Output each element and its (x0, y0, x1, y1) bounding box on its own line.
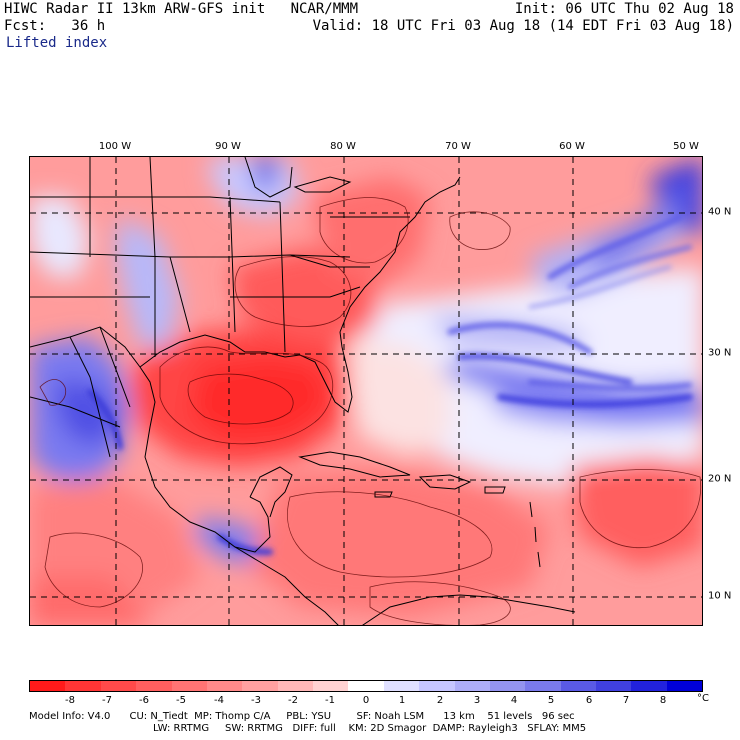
colorbar-tick: 1 (398, 695, 406, 706)
colorbar-cell (596, 681, 632, 691)
colorbar-cell (100, 681, 137, 691)
lat-label-10n: 10 N (708, 590, 732, 602)
colorbar-cell (525, 681, 561, 691)
colorbar-tick: -5 (176, 695, 186, 706)
lon-label-90w: 90 W (215, 141, 241, 152)
colorbar-tick: -7 (102, 695, 112, 706)
colorbar-tick: 2 (436, 695, 444, 706)
coastlines (30, 157, 576, 625)
colorbar-cell (171, 681, 207, 691)
lat-label-20n: 20 N (708, 473, 732, 485)
atlantic-streaks (87, 214, 693, 555)
lifted-index-map (29, 156, 703, 626)
colorbar-tick: -6 (139, 695, 149, 706)
colorbar-cell (313, 681, 349, 691)
colorbar-cell (65, 681, 101, 691)
lon-label-70w: 70 W (445, 141, 471, 152)
lon-label-60w: 60 W (559, 141, 585, 152)
field-name: Lifted index (6, 35, 108, 51)
colorbar-cell (242, 681, 278, 691)
colorbar-cell (489, 681, 526, 691)
colorbar-cell (454, 681, 490, 691)
colorbar-tick: 3 (473, 695, 481, 706)
colorbar-cell (30, 681, 66, 691)
model-info-line2: LW: RRTMG SW: RRTMG DIFF: full KM: 2D Sm… (153, 723, 587, 734)
colorbar-cell (560, 681, 596, 691)
colorbar-unit: °C (697, 693, 709, 704)
colorbar-tick: 6 (585, 695, 593, 706)
valid-time: Valid: 18 UTC Fri 03 Aug 18 (14 EDT Fri … (312, 18, 734, 34)
colorbar-tick: 5 (547, 695, 555, 706)
colorbar-cell (383, 681, 420, 691)
lon-label-50w: 50 W (673, 141, 699, 152)
lon-label-80w: 80 W (330, 141, 356, 152)
colorbar-cell (277, 681, 313, 691)
map-canvas (30, 157, 702, 625)
model-title: HIWC Radar II 13km ARW-GFS init NCAR/MMM (4, 1, 359, 17)
colorbar-tick: 8 (659, 695, 667, 706)
colorbar-tick: 4 (510, 695, 518, 706)
colorbar (29, 680, 703, 692)
lon-label-100w: 100 W (98, 141, 132, 152)
colorbar-cell (206, 681, 243, 691)
lat-lon-grid (30, 157, 702, 625)
colorbar-tick: 0 (362, 695, 370, 706)
colorbar-cell (348, 681, 384, 691)
forecast-hour: Fcst: 36 h (4, 18, 106, 34)
colorbar-tick: -3 (251, 695, 261, 706)
colorbar-cell (136, 681, 172, 691)
colorbar-cell (631, 681, 667, 691)
field-contours (39, 197, 702, 625)
colorbar-tick: -8 (65, 695, 75, 706)
lat-label-40n: 40 N (708, 206, 732, 218)
field-shading (30, 157, 702, 625)
lat-label-30n: 30 N (708, 347, 732, 359)
colorbar-cell (419, 681, 455, 691)
model-info-line1: Model Info: V4.0 CU: N_Tiedt MP: Thomp C… (29, 711, 575, 722)
init-time: Init: 06 UTC Thu 02 Aug 18 (514, 1, 734, 17)
colorbar-tick: -4 (214, 695, 224, 706)
colorbar-cell (666, 681, 703, 691)
colorbar-tick: -1 (325, 695, 335, 706)
colorbar-tick: 7 (622, 695, 630, 706)
colorbar-tick: -2 (288, 695, 298, 706)
